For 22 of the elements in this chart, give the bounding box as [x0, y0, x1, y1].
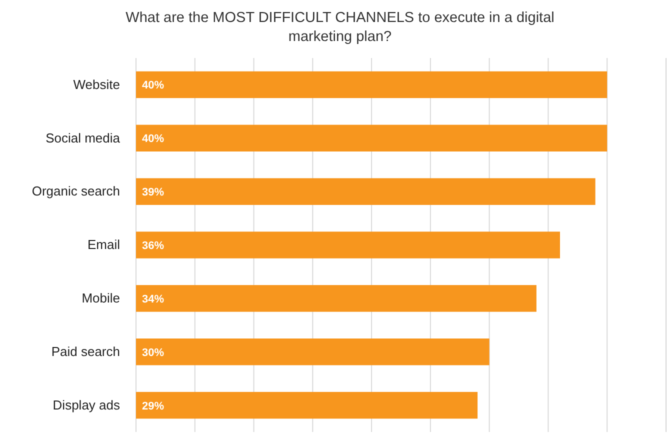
bar [136, 392, 478, 419]
bar [136, 285, 536, 312]
y-tick-label: Paid search [51, 344, 120, 360]
bar [136, 71, 608, 98]
data-label: 30% [142, 346, 164, 359]
y-tick-label: Organic search [32, 184, 120, 199]
bar [136, 232, 560, 258]
y-tick-label: Display ads [52, 397, 120, 412]
bar [136, 178, 596, 205]
y-tick-label: Website [73, 76, 120, 92]
data-label: 40% [142, 80, 164, 92]
data-label: 29% [142, 400, 164, 412]
data-label: 36% [142, 240, 164, 252]
chart-title: What are the MOST DIFFICULT CHANNELS to execute in a digital marketing plan? [126, 10, 554, 45]
data-label: 34% [142, 293, 164, 306]
y-tick-label: Mobile [82, 290, 120, 306]
bar [136, 124, 608, 152]
data-label: 40% [142, 133, 164, 146]
y-tick-label: Social media [46, 130, 121, 146]
data-label: 39% [142, 186, 164, 199]
y-tick-label: Email [87, 237, 120, 252]
bar [136, 338, 490, 366]
